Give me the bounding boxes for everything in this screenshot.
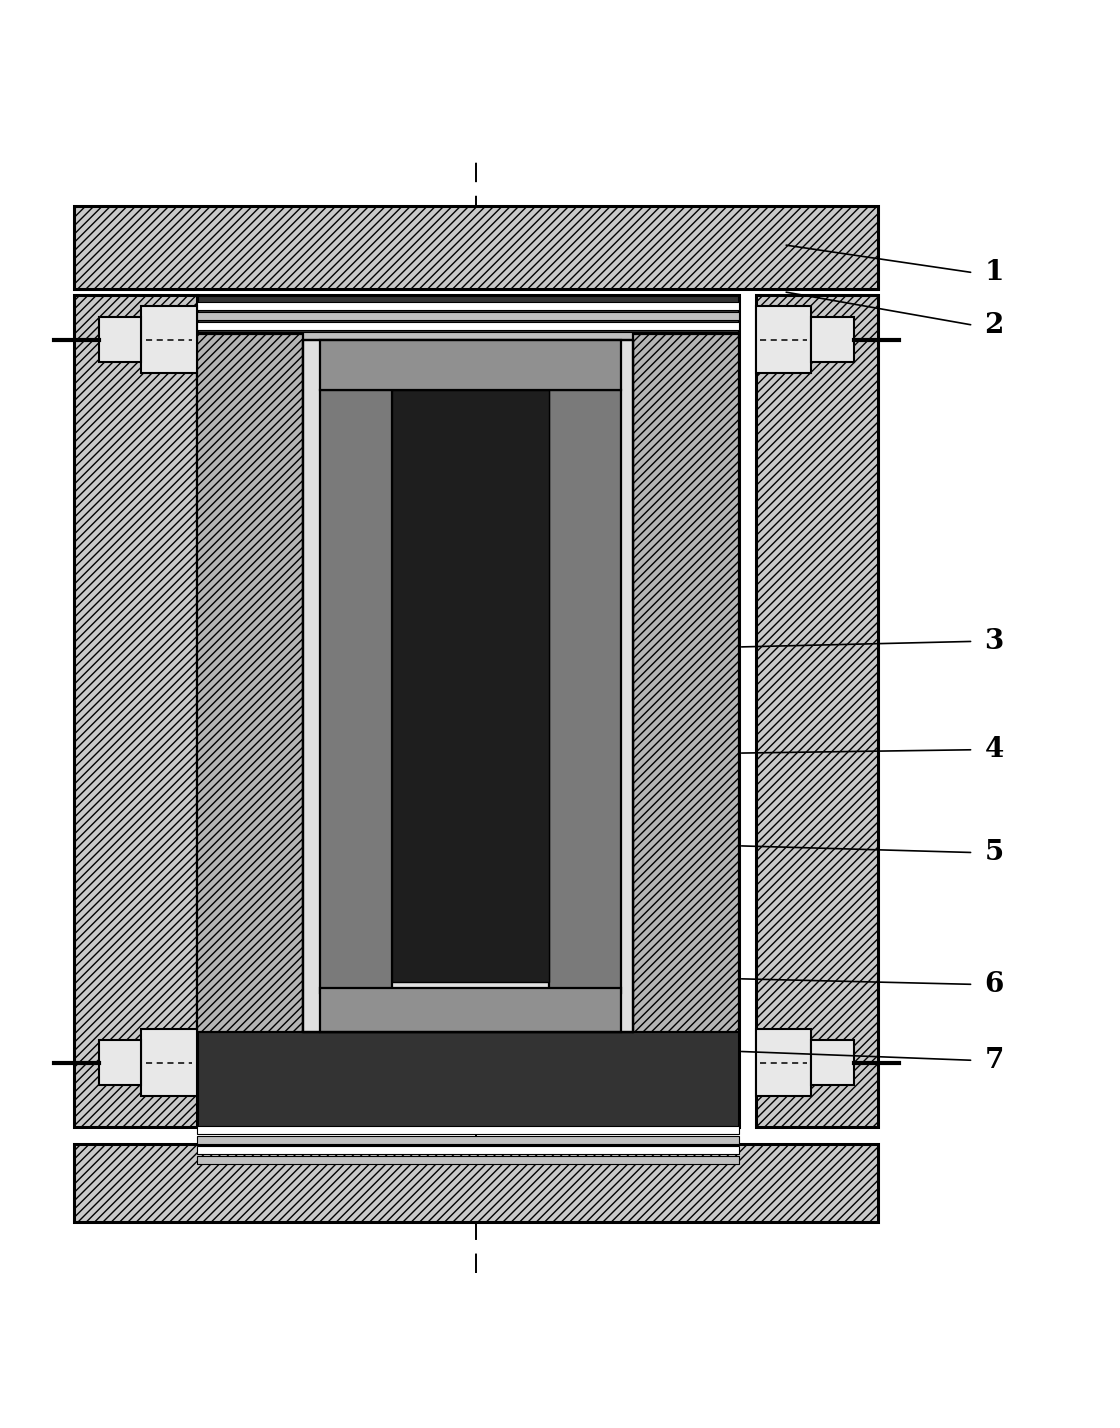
Bar <box>74 296 197 1127</box>
Bar <box>141 306 197 373</box>
Bar <box>633 334 739 1032</box>
Bar <box>320 340 622 390</box>
Bar <box>304 340 633 1032</box>
Bar <box>197 1157 739 1164</box>
Bar <box>811 317 853 363</box>
Text: 4: 4 <box>984 737 1004 763</box>
Bar <box>74 206 878 290</box>
Bar <box>320 988 622 1032</box>
Bar <box>197 321 739 330</box>
Bar <box>756 306 811 373</box>
Text: 3: 3 <box>984 628 1004 655</box>
Bar <box>549 390 622 994</box>
Bar <box>197 1147 739 1154</box>
Bar <box>197 334 304 1032</box>
Bar <box>197 296 739 1127</box>
Text: 5: 5 <box>984 840 1004 865</box>
Bar <box>320 390 392 994</box>
Bar <box>74 1144 878 1222</box>
Bar <box>811 1040 853 1085</box>
Text: 7: 7 <box>984 1047 1004 1074</box>
Bar <box>197 331 739 340</box>
Bar <box>197 301 739 310</box>
Bar <box>756 296 878 1127</box>
Bar <box>756 1030 811 1097</box>
Bar <box>197 1127 739 1134</box>
Bar <box>197 1137 739 1144</box>
Bar <box>197 311 739 320</box>
Bar <box>99 317 141 363</box>
Bar <box>99 1040 141 1085</box>
Bar <box>141 1030 197 1097</box>
Bar <box>304 340 633 1032</box>
Text: 2: 2 <box>984 311 1004 338</box>
Text: 1: 1 <box>984 260 1004 286</box>
Text: 6: 6 <box>984 971 1004 998</box>
Bar <box>392 390 549 982</box>
